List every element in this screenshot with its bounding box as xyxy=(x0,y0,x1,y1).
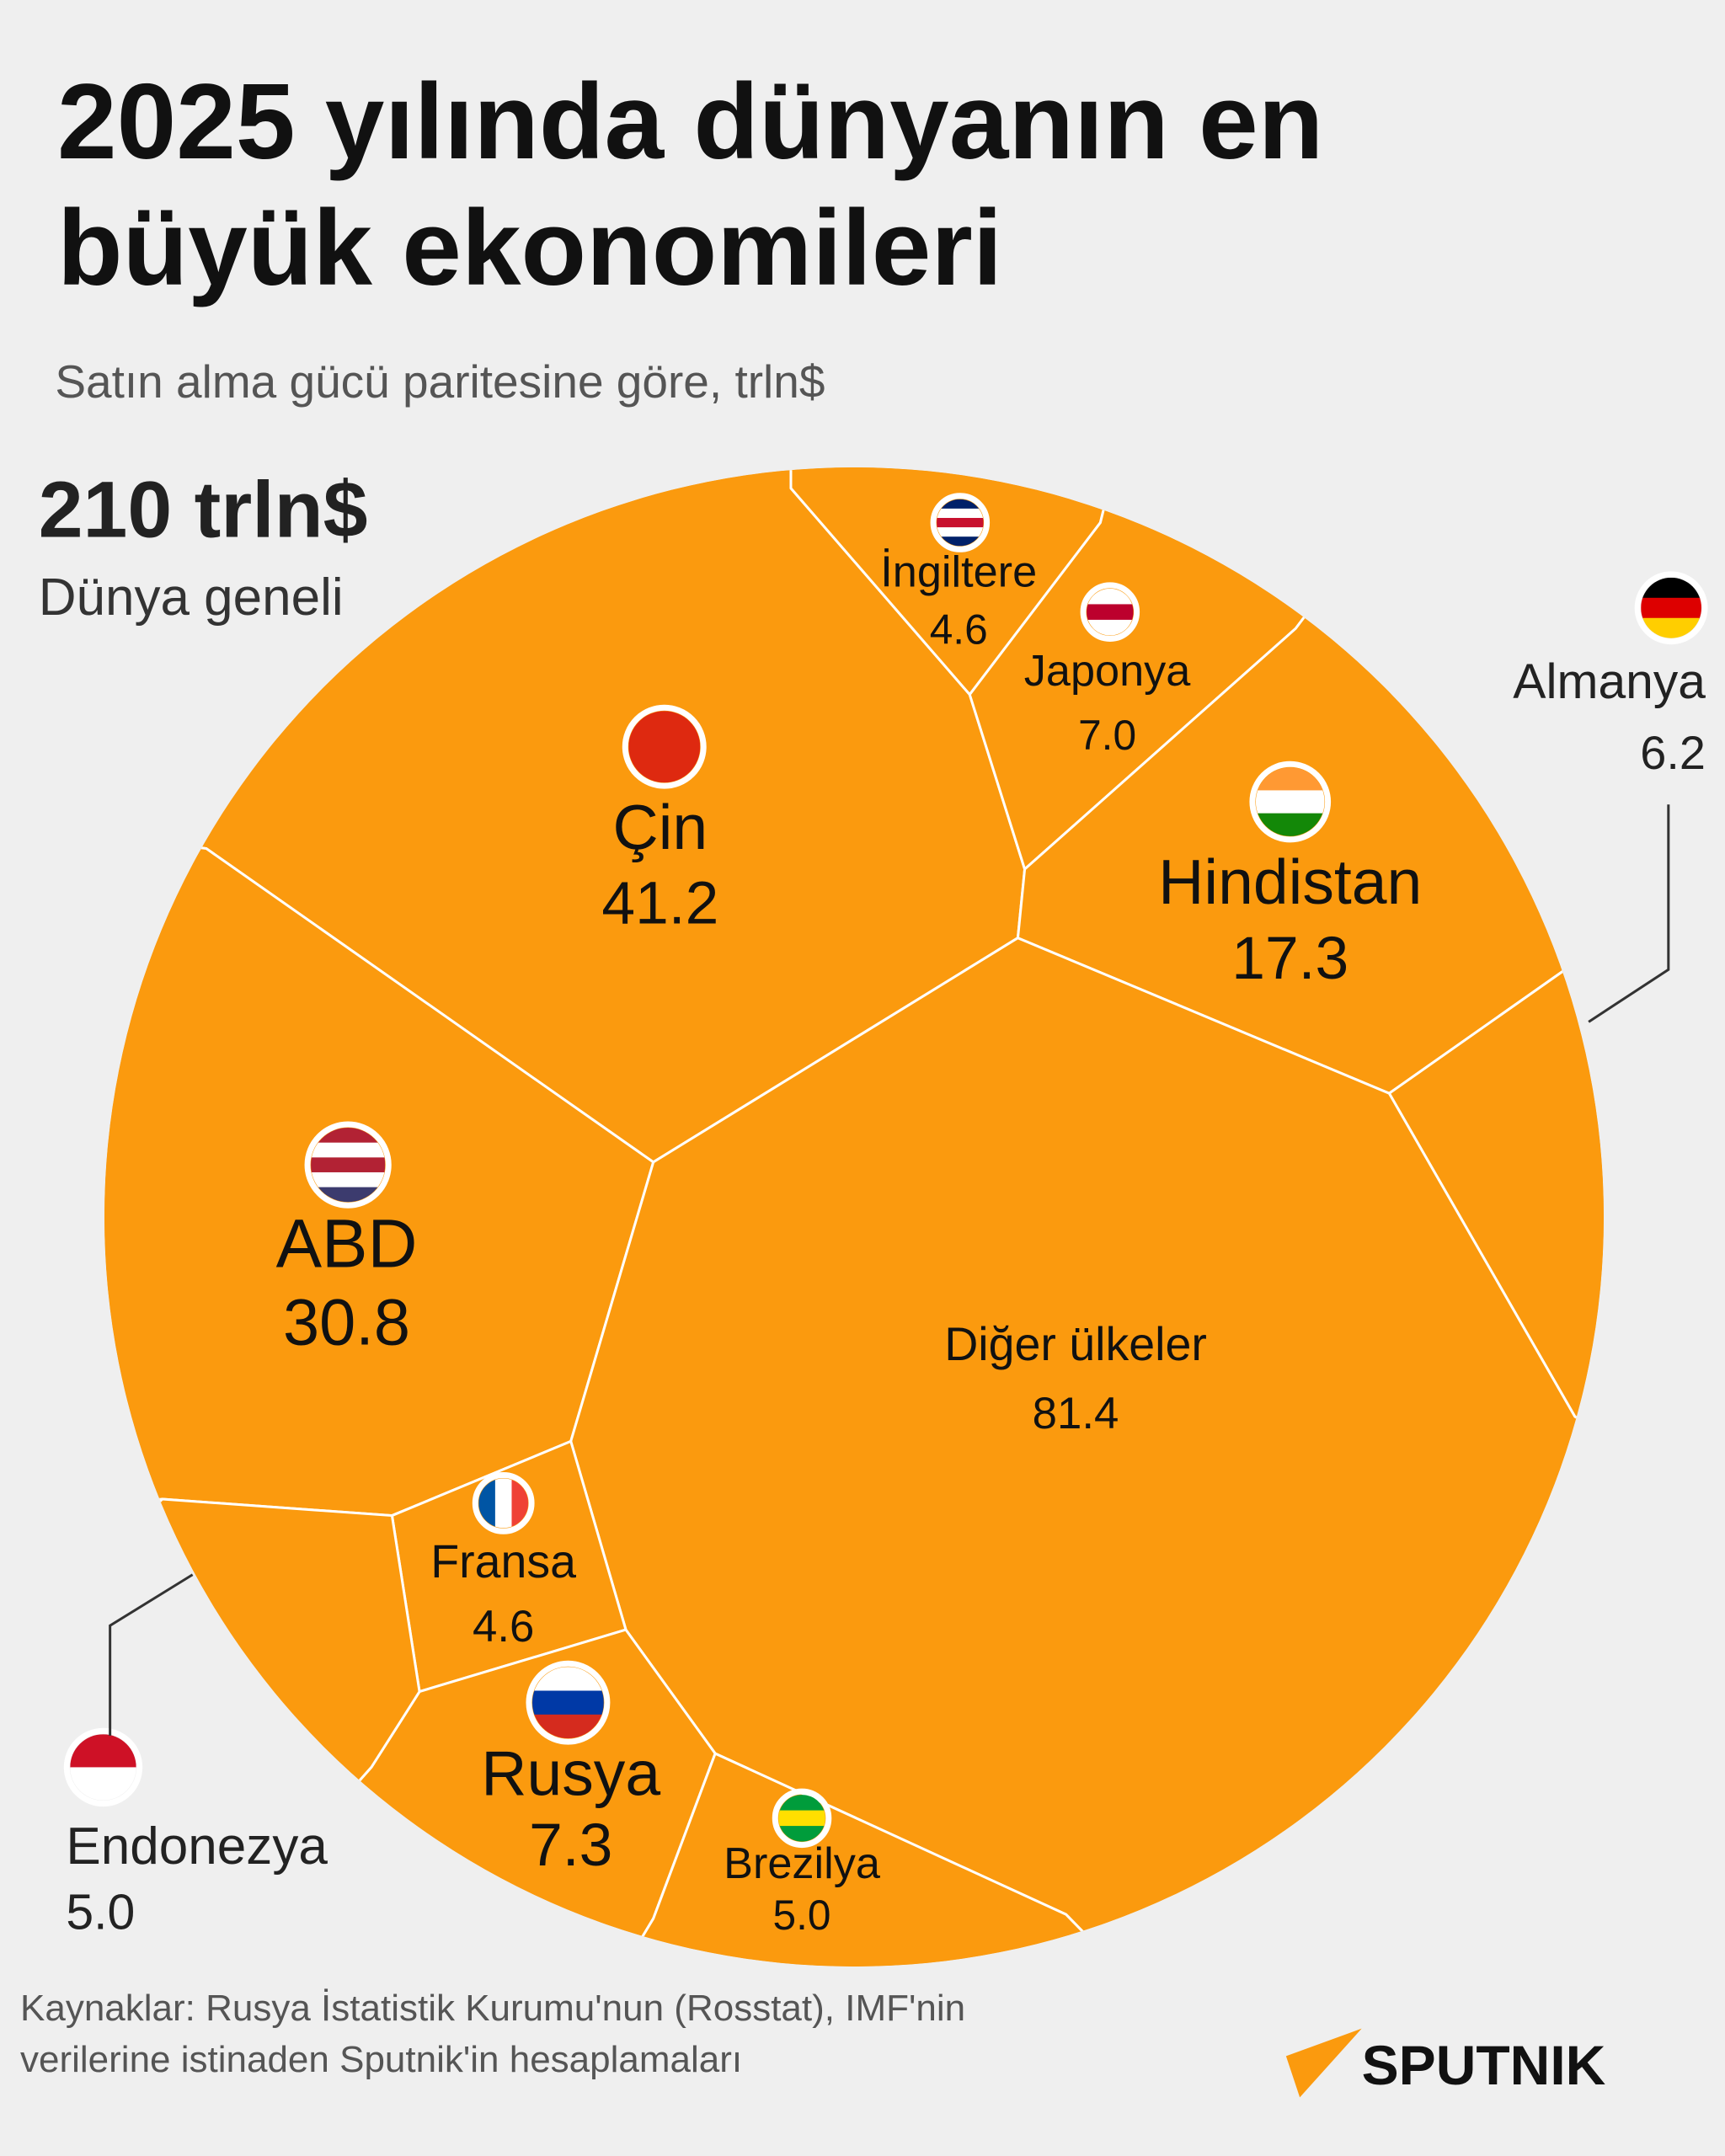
flag-stripe xyxy=(778,1826,825,1842)
flag xyxy=(1641,577,1702,638)
source-note: Kaynaklar: Rusya İstatistik Kurumu'nun (… xyxy=(20,1988,966,2080)
value-label: 5.0 xyxy=(773,1892,831,1939)
flag-stripe xyxy=(1641,597,1702,619)
category-label: Diğer ülkeler xyxy=(944,1318,1207,1370)
flag-stripe xyxy=(1255,790,1325,814)
flag-stripe xyxy=(494,1478,513,1529)
flag xyxy=(778,1795,825,1842)
flag xyxy=(1255,767,1325,836)
value-label: 4.6 xyxy=(930,606,988,653)
flag-stripe xyxy=(937,508,984,519)
category-label: Çin xyxy=(612,792,708,862)
flag-stripe xyxy=(937,536,984,547)
leader-line xyxy=(1588,804,1670,1023)
flag-stripe xyxy=(1087,604,1134,621)
value-label: 17.3 xyxy=(1231,925,1348,992)
category-label: Hindistan xyxy=(1158,846,1422,917)
flag-ring xyxy=(526,1660,611,1745)
value-label: 7.3 xyxy=(529,1812,612,1879)
logo-mark xyxy=(1285,2028,1362,2098)
cell xyxy=(1387,822,1604,1515)
flag-stripe xyxy=(1087,619,1134,636)
flag-stripe xyxy=(778,1810,825,1828)
value-label: 41.2 xyxy=(601,870,718,937)
flag-ring xyxy=(63,1727,143,1807)
flag-stripe xyxy=(311,1157,386,1173)
value-label: 5.0 xyxy=(66,1885,135,1940)
cell xyxy=(547,1752,1242,1967)
value-label: 7.0 xyxy=(1078,712,1136,759)
subtitle: Satın alma gücü paritesine göre, trln$ xyxy=(55,355,825,408)
flag-stripe xyxy=(778,1795,825,1812)
category-label: Fransa xyxy=(430,1535,576,1588)
flag-stripe xyxy=(531,1690,604,1716)
flag-stripe xyxy=(937,517,984,529)
flag-ring xyxy=(622,704,707,789)
logo: SPUTNIK xyxy=(1362,2034,1606,2096)
flag xyxy=(628,711,701,783)
flag xyxy=(478,1478,529,1529)
value-label: 6.2 xyxy=(1640,726,1706,779)
flag-ring xyxy=(1634,571,1708,645)
category-label: Endonezya xyxy=(66,1817,328,1876)
flag-ring xyxy=(930,493,991,552)
flag-ring xyxy=(304,1121,392,1209)
category-label: ABD xyxy=(276,1205,418,1282)
total-caption: Dünya geneli xyxy=(39,568,344,627)
flag-ring xyxy=(1080,582,1140,642)
flag-stripe xyxy=(1087,588,1134,606)
total-label: 210 trln$ xyxy=(39,465,368,554)
chart-title: 2025 yılında dünyanın en büyük ekonomile… xyxy=(57,61,1324,307)
flag-stripe xyxy=(1641,617,1702,638)
leader-line xyxy=(109,1573,194,1736)
flag-ring xyxy=(772,1788,832,1849)
flag xyxy=(1087,588,1134,636)
flag-stripe xyxy=(937,527,984,538)
flag-ring xyxy=(472,1471,535,1534)
category-label: Rusya xyxy=(481,1737,660,1808)
flag-ring xyxy=(1249,760,1332,843)
flag-stripe xyxy=(478,1478,496,1529)
flag-stripe xyxy=(311,1142,386,1159)
category-label: Almanya xyxy=(1513,654,1706,709)
flag-stripe xyxy=(628,711,701,783)
flag-stripe xyxy=(311,1171,386,1188)
flag-stripe xyxy=(511,1478,529,1529)
value-label: 4.6 xyxy=(473,1602,534,1652)
value-label: 30.8 xyxy=(283,1286,410,1358)
category-label: İngiltere xyxy=(880,547,1037,596)
category-label: Japonya xyxy=(1024,647,1191,696)
flag xyxy=(531,1667,604,1739)
value-label: 81.4 xyxy=(1033,1389,1119,1438)
flag xyxy=(70,1734,136,1801)
